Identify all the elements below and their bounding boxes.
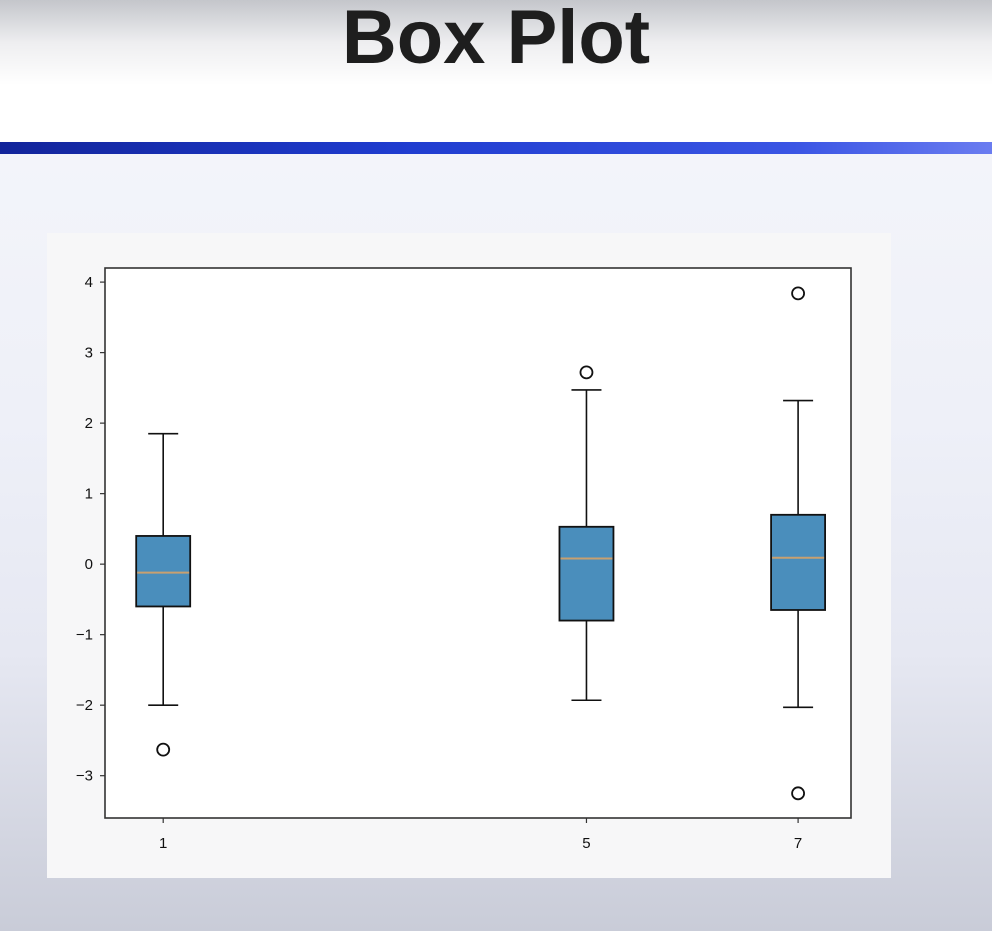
box-5 — [558, 525, 615, 622]
x-tick-label: 7 — [794, 835, 802, 852]
y-tick-label: −1 — [76, 627, 93, 644]
slide-title: Box Plot — [341, 0, 651, 80]
y-tick-label: 4 — [85, 274, 93, 291]
x-tick-label: 5 — [582, 835, 590, 852]
chart-panel: 4 3 2 1 0 −1 −2 −3 1 5 7 — [47, 233, 891, 878]
outlier-point — [579, 365, 594, 380]
box-1 — [135, 535, 192, 608]
y-tick-label: 2 — [85, 415, 93, 432]
y-tick-label: 0 — [85, 556, 93, 573]
y-tick-label: 1 — [85, 486, 93, 503]
slide-header: Box Plot — [0, 0, 992, 142]
y-tick-label: −3 — [76, 768, 93, 785]
y-tick-label: 3 — [85, 345, 93, 362]
outlier-point — [791, 786, 805, 801]
y-tick-label: −2 — [76, 697, 93, 714]
outlier-point — [156, 742, 171, 757]
x-tick-label: 1 — [159, 835, 167, 852]
title-divider — [0, 142, 992, 154]
box-plot-chart: 4 3 2 1 0 −1 −2 −3 1 5 7 — [76, 267, 852, 852]
box-7 — [770, 513, 826, 611]
outlier-point — [791, 286, 805, 301]
plot-frame — [104, 267, 852, 819]
